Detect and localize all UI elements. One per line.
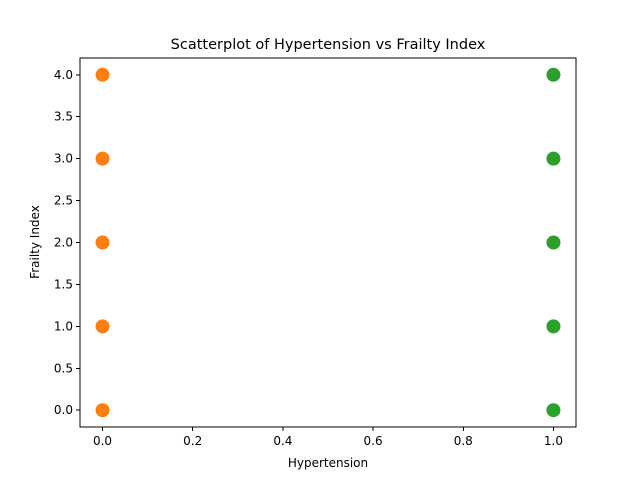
x-tick-label: 0.6 bbox=[364, 434, 383, 448]
y-tick-label: 2.0 bbox=[54, 236, 73, 250]
chart-title: Scatterplot of Hypertension vs Frailty I… bbox=[171, 37, 486, 53]
scatter-point-s1-3 bbox=[546, 151, 561, 166]
scatter-point-s0-2 bbox=[95, 235, 110, 250]
scatter-point-s1-4 bbox=[546, 67, 561, 82]
y-tick-label: 3.5 bbox=[54, 110, 73, 124]
scatter-point-s0-1 bbox=[95, 319, 110, 334]
y-tick-label: 0.5 bbox=[54, 361, 73, 375]
y-tick-label: 3.0 bbox=[54, 152, 73, 166]
y-tick-label: 4.0 bbox=[54, 68, 73, 82]
y-tick-label: 2.5 bbox=[54, 194, 73, 208]
x-tick-label: 1.0 bbox=[544, 434, 563, 448]
y-tick-label: 0.0 bbox=[54, 403, 73, 417]
y-tick-label: 1.0 bbox=[54, 319, 73, 333]
x-axis-ticks: 0.0 0.2 0.4 0.6 0.8 1.0 bbox=[93, 427, 563, 448]
x-tick-label: 0.0 bbox=[93, 434, 112, 448]
scatter-point-s0-0 bbox=[95, 403, 110, 418]
x-axis-title: Hypertension bbox=[288, 456, 368, 470]
scatter-point-s1-0 bbox=[546, 403, 561, 418]
y-axis-title: Frailty Index bbox=[28, 205, 42, 279]
y-tick-label: 1.5 bbox=[54, 277, 73, 291]
scatter-point-s0-4 bbox=[95, 67, 110, 82]
x-tick-label: 0.4 bbox=[273, 434, 292, 448]
scatter-point-s1-2 bbox=[546, 235, 561, 250]
y-axis-ticks: 0.0 0.5 1.0 1.5 2.0 2.5 3.0 3.5 4.0 bbox=[54, 68, 80, 417]
plot-marks bbox=[95, 67, 561, 418]
scatter-point-s0-3 bbox=[95, 151, 110, 166]
scatter-point-s1-1 bbox=[546, 319, 561, 334]
x-tick-label: 0.2 bbox=[183, 434, 202, 448]
x-tick-label: 0.8 bbox=[454, 434, 473, 448]
